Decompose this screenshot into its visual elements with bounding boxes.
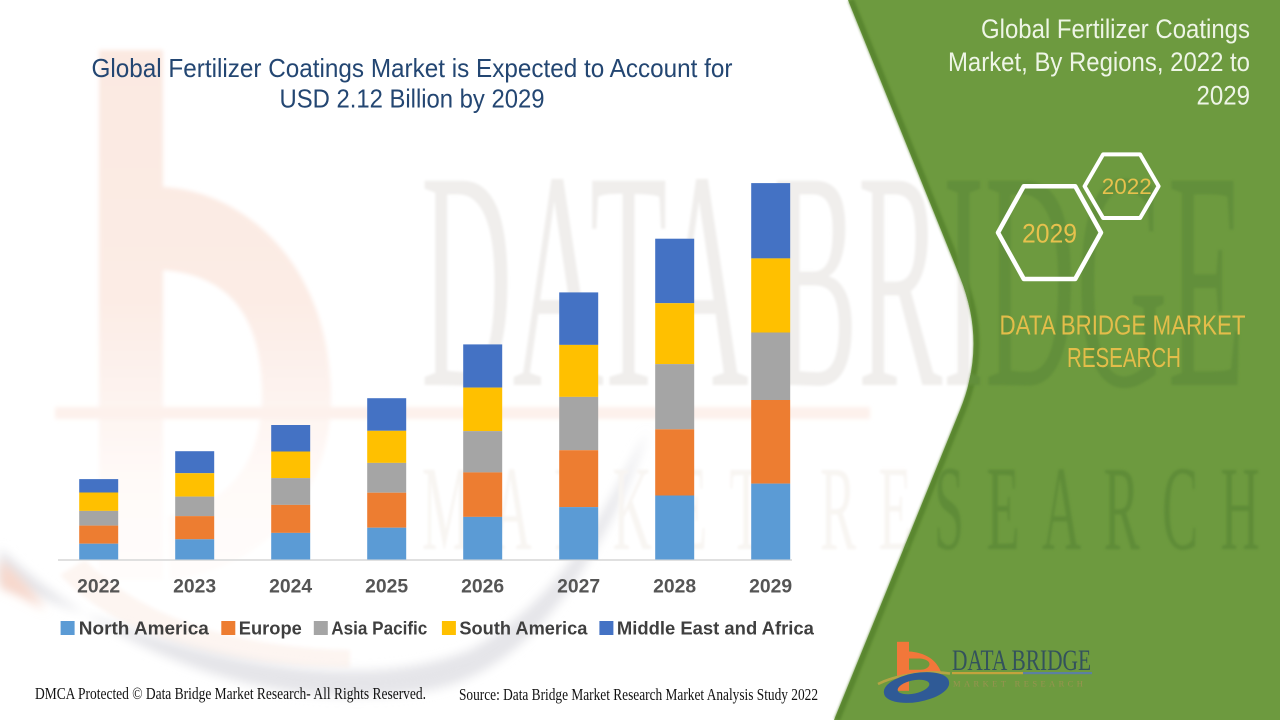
svg-text:2027: 2027 xyxy=(557,577,600,598)
svg-text:2028: 2028 xyxy=(653,577,696,598)
svg-text:2024: 2024 xyxy=(269,577,312,598)
svg-text:Middle East and Africa: Middle East and Africa xyxy=(617,619,815,639)
svg-text:DATA BRIDGE: DATA BRIDGE xyxy=(952,644,1091,677)
svg-text:2025: 2025 xyxy=(365,577,408,598)
svg-text:Global Fertilizer Coatings Mar: Global Fertilizer Coatings Market is Exp… xyxy=(92,53,733,83)
svg-text:South America: South America xyxy=(459,619,588,639)
svg-text:MARKET RESEARCH: MARKET RESEARCH xyxy=(953,679,1086,689)
svg-text:North America: North America xyxy=(79,619,210,639)
svg-text:Market, By Regions, 2022 to: Market, By Regions, 2022 to xyxy=(948,47,1250,77)
svg-text:2023: 2023 xyxy=(173,577,216,598)
svg-text:Europe: Europe xyxy=(239,619,302,639)
svg-text:2029: 2029 xyxy=(749,577,792,598)
svg-text:2029: 2029 xyxy=(1197,80,1251,110)
svg-text:USD 2.12 Billion by 2029: USD 2.12 Billion by 2029 xyxy=(280,84,545,114)
svg-text:DMCA Protected © Data Bridge M: DMCA Protected © Data Bridge Market Rese… xyxy=(35,684,426,703)
svg-text:DATA BRIDGE MARKET: DATA BRIDGE MARKET xyxy=(1000,310,1246,341)
svg-text:Source: Data Bridge Market Res: Source: Data Bridge Market Research Mark… xyxy=(459,685,818,704)
svg-text:Asia Pacific: Asia Pacific xyxy=(331,619,427,639)
svg-text:RESEARCH: RESEARCH xyxy=(1067,342,1181,373)
svg-text:2026: 2026 xyxy=(461,577,504,598)
svg-text:Global Fertilizer Coatings: Global Fertilizer Coatings xyxy=(981,14,1250,44)
svg-text:2022: 2022 xyxy=(1102,174,1152,199)
svg-text:2029: 2029 xyxy=(1022,219,1077,249)
svg-text:2022: 2022 xyxy=(77,577,120,598)
